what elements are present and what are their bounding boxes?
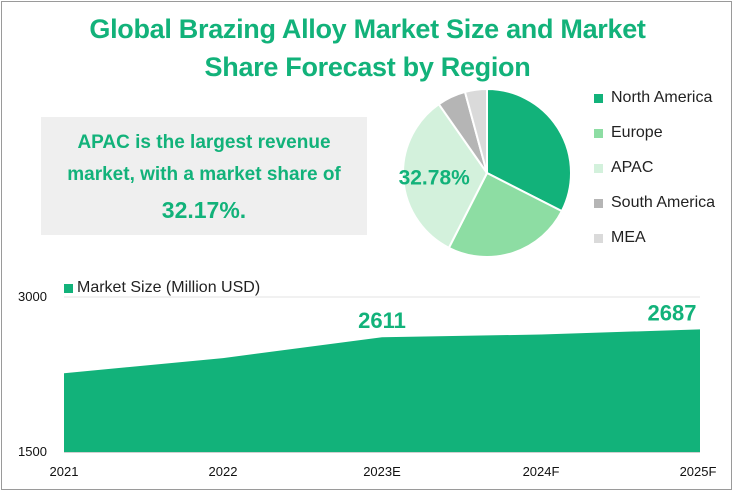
legend-label-europe: Europe <box>611 124 663 141</box>
legend-label-north-america: North America <box>611 89 713 106</box>
area-series-market-size <box>64 329 700 452</box>
chart-title-line1: Global Brazing Alloy Market Size and Mar… <box>89 14 646 44</box>
legend-label-south-america: South America <box>611 194 716 211</box>
legend-swatch-north-america <box>594 94 603 103</box>
legend-item-apac: APAC <box>594 157 715 192</box>
legend-label-mea: MEA <box>611 229 646 246</box>
x-tick-2025f: 2025F <box>680 464 717 479</box>
x-tick-2021: 2021 <box>50 464 79 479</box>
area-legend-swatch <box>64 283 73 293</box>
y-tick-3000: 3000 <box>18 289 47 304</box>
callout-box: APAC is the largest revenue market, with… <box>41 117 367 235</box>
legend-item-mea: MEA <box>594 227 715 262</box>
x-tick-2022: 2022 <box>209 464 238 479</box>
area-legend: Market Size (Million USD) <box>64 279 260 297</box>
x-tick-2024f: 2024F <box>523 464 560 479</box>
x-tick-2023e: 2023E <box>363 464 401 479</box>
pie-legend: North America Europe APAC South America MEA <box>594 87 715 262</box>
area-data-label-2025f: 2687 <box>648 300 697 325</box>
pie-slice-apac <box>402 102 489 250</box>
legend-swatch-apac <box>594 164 603 173</box>
chart-title-line2: Share Forecast by Region <box>204 52 531 82</box>
legend-label-apac: APAC <box>611 159 654 176</box>
legend-item-north-america: North America <box>594 87 715 122</box>
chart-title: Global Brazing Alloy Market Size and Mar… <box>20 10 715 86</box>
legend-swatch-mea <box>594 234 603 243</box>
callout-line2: market, with a market share of <box>67 164 341 185</box>
callout-line3: 32.17%. <box>161 197 247 223</box>
legend-swatch-europe <box>594 129 603 138</box>
legend-swatch-south-america <box>594 199 603 208</box>
area-legend-label: Market Size (Million USD) <box>77 279 261 296</box>
y-tick-1500: 1500 <box>18 444 47 459</box>
pie-data-label-apac: 32.78% <box>399 167 471 190</box>
pie-slice-mea <box>463 87 488 174</box>
legend-item-europe: Europe <box>594 122 715 157</box>
callout-line1: APAC is the largest revenue <box>77 132 331 153</box>
pie-slice-north-america <box>486 87 572 213</box>
area-data-label-2023e: 2611 <box>358 308 406 333</box>
legend-item-south-america: South America <box>594 192 715 227</box>
